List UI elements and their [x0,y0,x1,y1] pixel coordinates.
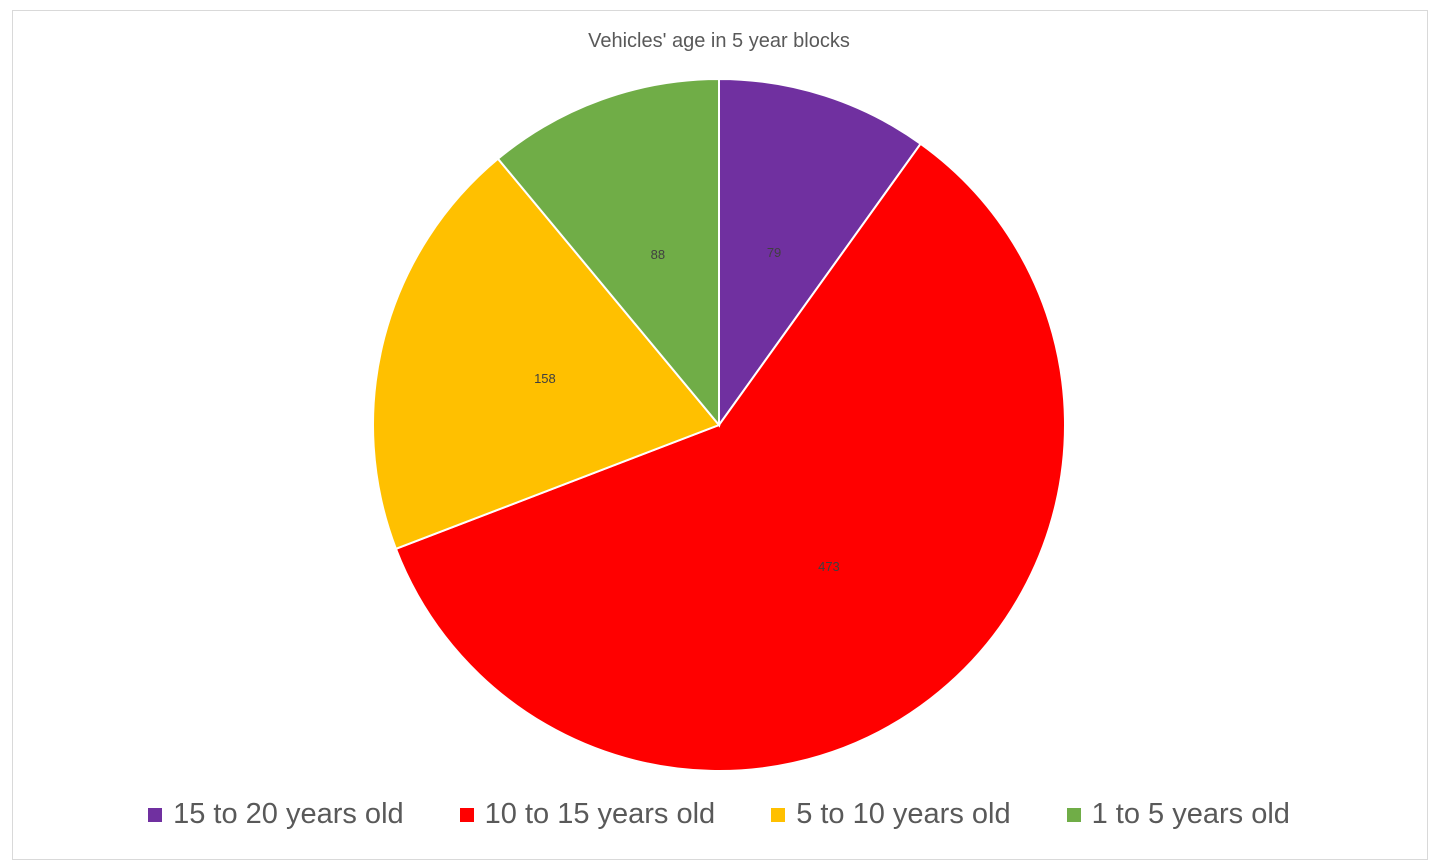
legend-swatch [459,807,474,822]
pie-slice-3 [496,77,720,428]
legend-swatch [148,807,163,822]
legend-item-1: 10 to 15 years old [459,798,716,831]
legend-item-3: 1 to 5 years old [1066,798,1290,831]
data-label-3: 88 [651,247,665,262]
data-label-0: 79 [767,245,781,260]
data-label-1: 473 [818,559,840,574]
pie-slice-1 [394,142,1066,772]
legend-item-0: 15 to 20 years old [148,798,404,831]
legend-item-2: 5 to 10 years old [771,798,1011,831]
chart-legend: 15 to 20 years old 10 to 15 years old 5 to… [0,798,1432,831]
legend-label: 5 to 10 years old [796,798,1011,830]
chart-title: Vehicles' age in 5 year blocks [588,30,850,52]
legend-label: 15 to 20 years old [173,798,404,830]
pie-slice-0 [718,77,923,429]
legend-label: 1 to 5 years old [1091,798,1290,830]
legend-label: 10 to 15 years old [484,798,716,830]
legend-swatch [1066,807,1081,822]
data-label-2: 158 [534,371,556,386]
pie-slice-2 [372,157,721,551]
legend-swatch [771,807,786,822]
